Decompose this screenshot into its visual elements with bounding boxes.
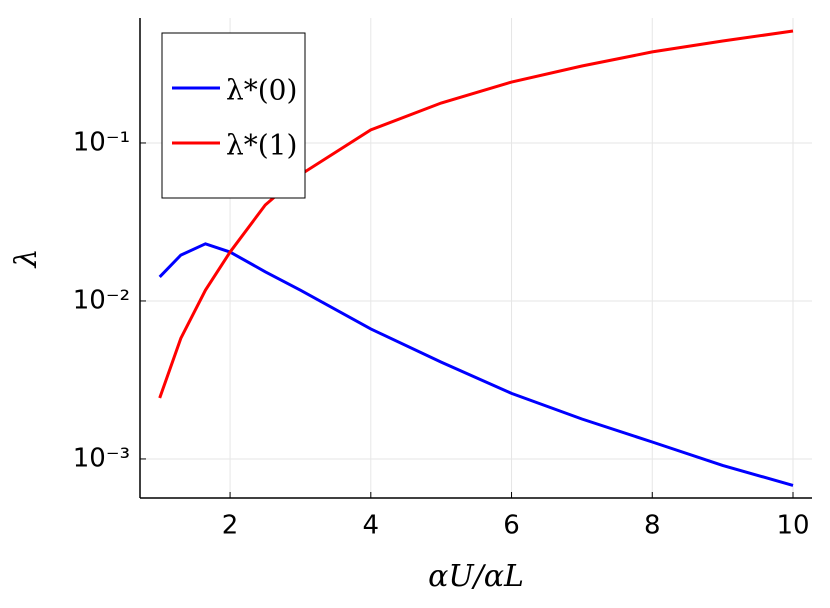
x-tick-label: 4 [363, 511, 380, 541]
x-axis-label: αU/αL [428, 559, 524, 594]
x-tick-label: 10 [776, 511, 809, 541]
line-series [158, 29, 794, 399]
legend-box [161, 32, 306, 199]
x-tick-label: 6 [503, 511, 520, 541]
y-tick-label: 10⁻³ [73, 443, 130, 473]
x-tick-label: 8 [644, 511, 661, 541]
line-series [158, 242, 794, 487]
y-tick-label: 10⁻² [73, 285, 130, 315]
legend-label: λ*(0) [226, 74, 297, 107]
x-tick-label: 2 [222, 511, 239, 541]
legend-label: λ*(1) [226, 129, 297, 162]
y-tick-label: 10⁻¹ [73, 127, 130, 157]
y-axis-label: λ [9, 248, 44, 268]
